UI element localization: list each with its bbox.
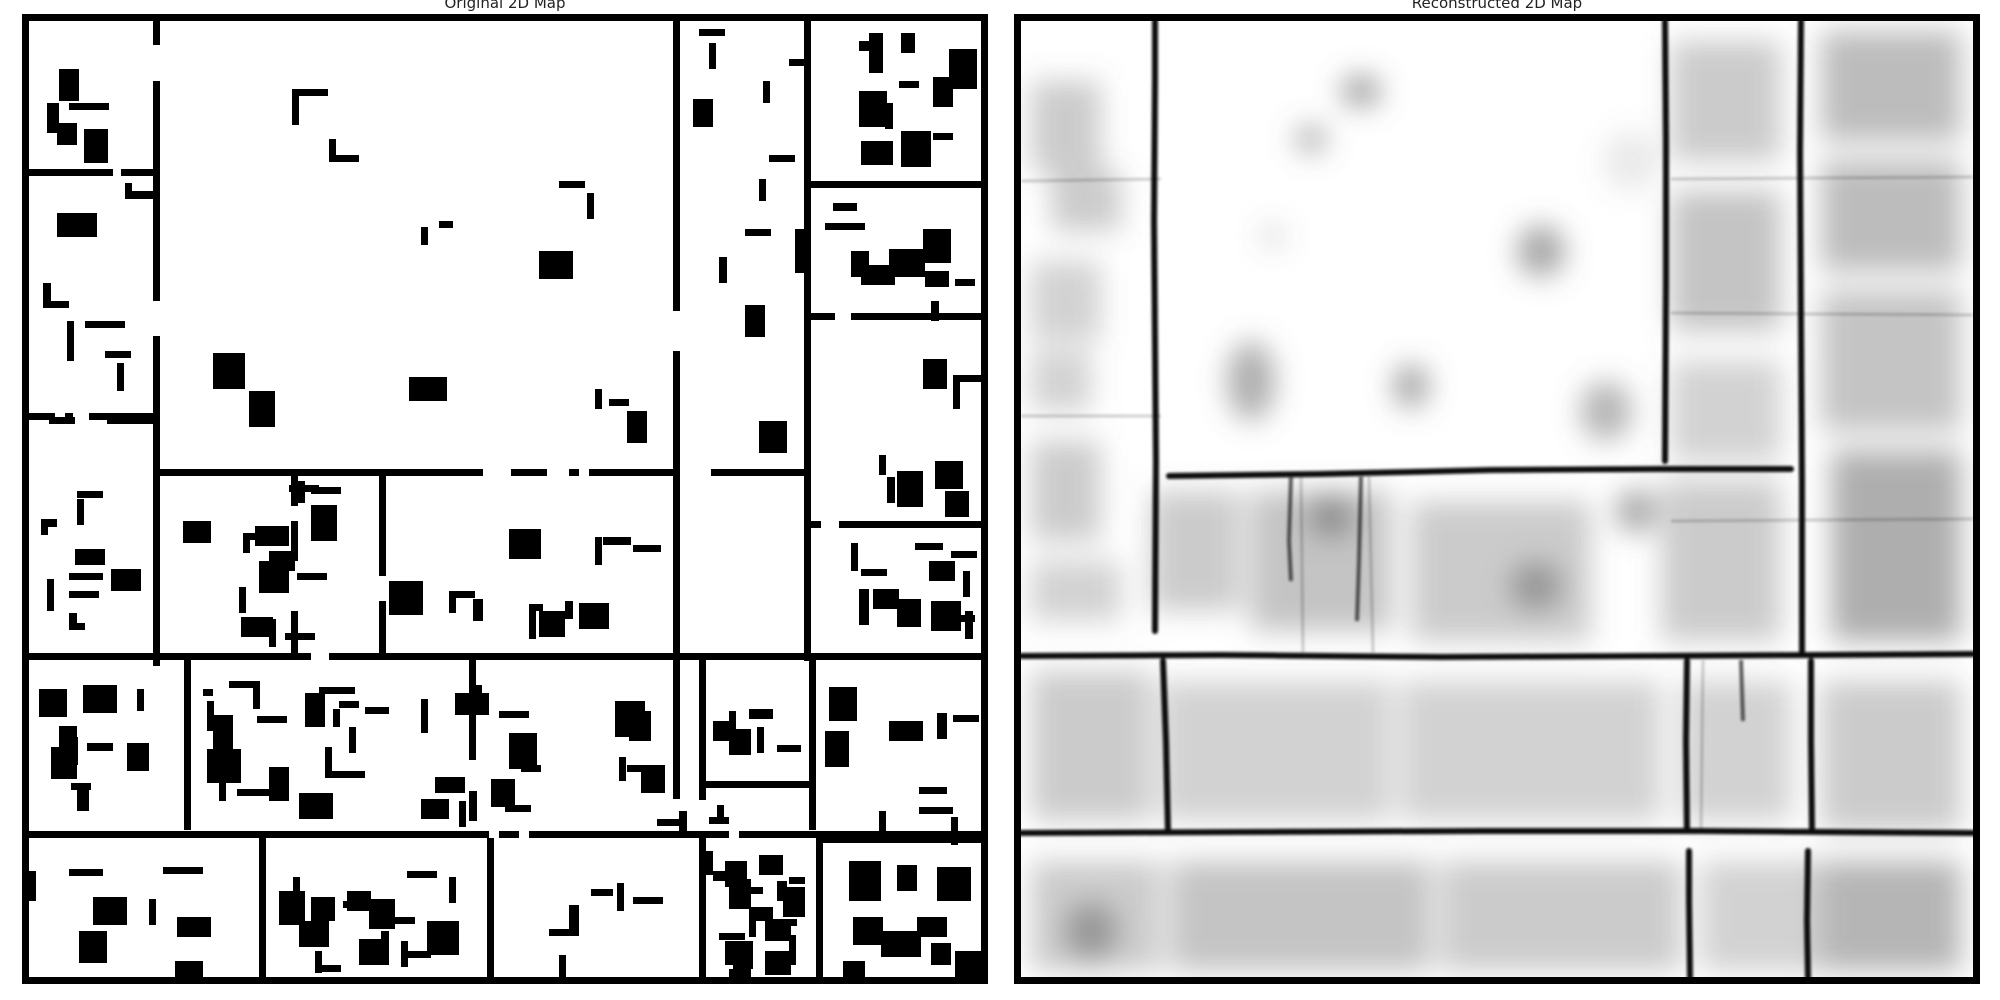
original-map-panel [22,14,988,984]
reconstructed-map-title: Reconstructed 2D Map [1411,0,1583,12]
reconstructed-map-panel [1014,14,1980,984]
original-map-image [29,21,981,977]
original-map-title: Original 2D Map [444,0,566,12]
reconstructed-map-image [1021,21,1973,977]
